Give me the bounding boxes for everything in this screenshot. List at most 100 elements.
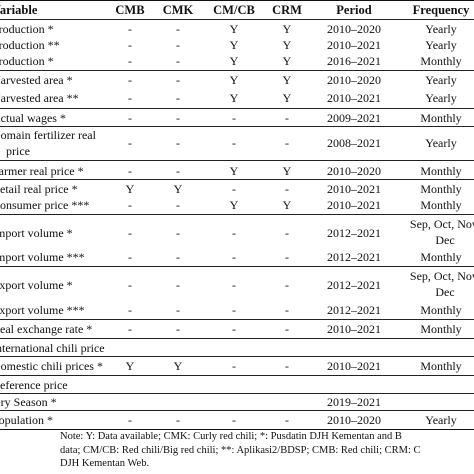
cell-frequency: Yearly (425, 38, 457, 52)
cell-period: 2010–2021 (327, 182, 381, 196)
cell-period: 2012–2021 (327, 250, 381, 264)
cell-period: 2009–2021 (327, 111, 381, 125)
cell-variable-line1: Domain fertilizer real (0, 128, 96, 142)
cell-variable: Population * (0, 413, 54, 427)
cell-cmcb: Y (229, 164, 239, 178)
cell-cmb: - (128, 198, 132, 212)
cell-cmk: - (176, 38, 180, 52)
cell-cmb: - (128, 226, 132, 240)
cell-variable: Harvested area ** (0, 91, 79, 105)
cell-period: 2010–2020 (327, 22, 381, 36)
cell-cmcb: - (232, 182, 236, 196)
table-header-row: Variable CMB CMK CM/CB CRM Period Freque… (0, 3, 474, 21)
table-bottom-rule (0, 429, 474, 430)
cell-cmcb: Y (229, 198, 239, 212)
cell-crm: Y (282, 38, 292, 52)
cell-variable: International chili price (0, 341, 105, 355)
cell-frequency: Yearly (425, 91, 457, 105)
cell-cmcb: - (232, 111, 236, 125)
cell-frequency: Monthly (420, 111, 462, 125)
header-rule (0, 19, 474, 20)
cell-crm: Y (282, 73, 292, 87)
cell-crm: - (285, 278, 289, 292)
cell-variable: Import volume *** (0, 250, 85, 264)
cell-cmk: - (176, 198, 180, 212)
cell-frequency: Monthly (420, 182, 462, 196)
cell-cmk: - (176, 54, 180, 68)
cell-cmcb: Y (229, 54, 239, 68)
cell-variable: Consumer price *** (0, 198, 90, 212)
note-line-2: data; CM/CB: Red chili/Big red chili; **… (60, 444, 421, 456)
cell-cmk: - (176, 413, 180, 427)
cell-variable: Import volume * (0, 226, 73, 240)
cell-cmb: - (128, 278, 132, 292)
header-variable: Variable (0, 3, 38, 17)
cell-cmb: - (128, 322, 132, 336)
cell-frequency-line2: Dec (435, 233, 455, 247)
cell-variable: Real exchange rate * (0, 322, 93, 336)
cell-cmk: - (176, 322, 180, 336)
cell-cmb: - (128, 111, 132, 125)
cell-cmb: - (128, 303, 132, 317)
cell-cmcb: - (232, 136, 236, 150)
cell-frequency: Yearly (425, 22, 457, 36)
cell-frequency-line1: Sep, Oct, Nov, (409, 217, 474, 231)
cell-crm: - (285, 250, 289, 264)
cell-cmcb: - (232, 413, 236, 427)
cell-variable: Production * (0, 54, 54, 68)
cell-cmb: - (128, 38, 132, 52)
row-rule (0, 393, 474, 394)
cell-cmb: - (128, 250, 132, 264)
cell-frequency: Yearly (425, 413, 457, 427)
cell-variable: Harvested area * (0, 73, 73, 87)
cell-variable: Production * (0, 22, 54, 36)
cell-cmcb: - (232, 359, 236, 373)
cell-period: 2010–2021 (327, 91, 381, 105)
cell-crm: - (285, 413, 289, 427)
cell-variable: Retail real price * (0, 182, 78, 196)
note-line-3: DJH Kementan Web. (60, 458, 150, 469)
cell-cmcb: Y (229, 73, 239, 87)
cell-period: 2010–2021 (327, 359, 381, 373)
cell-variable: Reference price (0, 378, 68, 392)
cell-period: 2012–2021 (327, 226, 381, 240)
row-rule (0, 108, 474, 109)
cell-cmk: - (176, 250, 180, 264)
cell-cmcb: - (232, 303, 236, 317)
cell-crm: Y (282, 22, 292, 36)
cell-cmcb: Y (229, 22, 239, 36)
cell-crm: - (285, 359, 289, 373)
row-rule (0, 319, 474, 320)
cell-crm: - (285, 111, 289, 125)
note-line-1: Note: Y: Data available; CMK: Curly red … (60, 431, 402, 442)
cell-variable: Production ** (0, 38, 60, 52)
cell-crm: Y (282, 164, 292, 178)
cell-cmb: - (128, 54, 132, 68)
cell-cmk: Y (173, 359, 183, 373)
cell-variable: Domestic chili prices * (0, 359, 103, 373)
cell-cmcb: - (232, 226, 236, 240)
cell-crm: Y (282, 54, 292, 68)
cell-cmb: Y (125, 359, 135, 373)
cell-cmcb: - (232, 250, 236, 264)
cell-crm: - (285, 136, 289, 150)
cell-period: 2012–2021 (327, 303, 381, 317)
cell-cmcb: - (232, 278, 236, 292)
cell-cmb: - (128, 413, 132, 427)
row-rule (0, 375, 474, 376)
cell-cmk: - (176, 111, 180, 125)
cell-period: 2008–2021 (327, 136, 381, 150)
cell-cmb: - (128, 73, 132, 87)
cell-frequency: Monthly (420, 198, 462, 212)
cell-variable: Actual wages * (0, 111, 66, 125)
row-rule (0, 179, 474, 180)
row-rule (0, 338, 474, 339)
cell-cmk: - (176, 278, 180, 292)
cell-cmb: Y (125, 182, 135, 196)
cell-variable: Dry Season * (0, 395, 57, 409)
header-cmcb: CM/CB (213, 3, 255, 17)
cell-period: 2016–2021 (327, 54, 381, 68)
cell-frequency-line2: Dec (435, 285, 455, 299)
cell-cmb: - (128, 91, 132, 105)
cell-variable: Export volume *** (0, 303, 85, 317)
